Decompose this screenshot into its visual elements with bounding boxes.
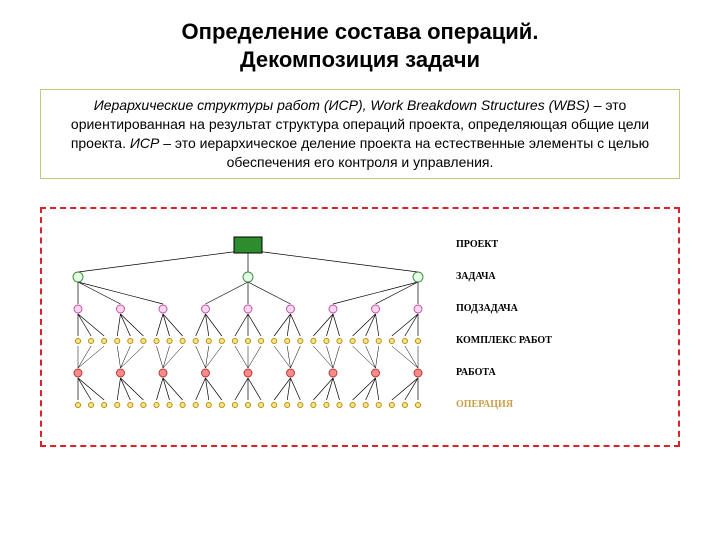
legend-label-1: ЗАДАЧА <box>456 261 662 293</box>
legend: ПРОЕКТЗАДАЧАПОДЗАДАЧАКОМПЛЕКС РАБОТРАБОТ… <box>438 229 662 421</box>
legend-label-2: ПОДЗАДАЧА <box>456 293 662 325</box>
title-line-2: Декомпозиция задачи <box>240 47 480 72</box>
definition-text: Иерархические структуры работ (ИСР), Wor… <box>71 97 649 170</box>
legend-label-3: КОМПЛЕКС РАБОТ <box>456 325 662 357</box>
diagram-container: ПРОЕКТЗАДАЧАПОДЗАДАЧАКОМПЛЕКС РАБОТРАБОТ… <box>40 207 680 447</box>
legend-label-0: ПРОЕКТ <box>456 229 662 261</box>
definition-box: Иерархические структуры работ (ИСР), Wor… <box>40 89 680 179</box>
title-line-1: Определение состава операций. <box>182 19 539 44</box>
legend-label-5: ОПЕРАЦИЯ <box>456 389 662 421</box>
legend-label-4: РАБОТА <box>456 357 662 389</box>
slide-title: Определение состава операций. Декомпозиц… <box>0 0 720 81</box>
tree-diagram <box>58 229 438 421</box>
